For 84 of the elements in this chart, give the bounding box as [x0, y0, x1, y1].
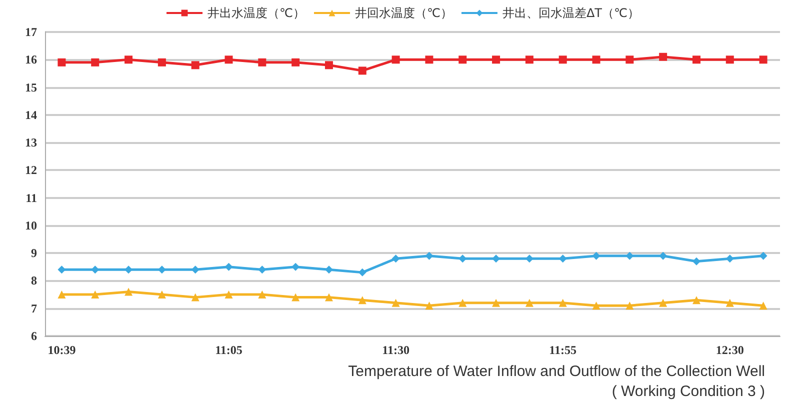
point — [191, 293, 200, 302]
point — [659, 252, 668, 260]
point — [692, 257, 700, 266]
x-tick-label: 11:05 — [215, 343, 242, 357]
point — [626, 302, 634, 310]
point — [91, 290, 100, 299]
point — [358, 268, 366, 276]
y-tick-label: 8 — [31, 274, 37, 288]
point — [726, 298, 734, 307]
legend-label: 井出水温度（℃） — [208, 6, 305, 20]
point — [759, 56, 768, 64]
point — [592, 252, 600, 260]
point — [425, 252, 434, 260]
x-tick-label: 11:30 — [382, 343, 410, 357]
y-tick-label: 10 — [25, 218, 37, 232]
point — [358, 296, 366, 304]
point — [158, 290, 166, 299]
point — [392, 298, 400, 307]
point — [91, 266, 100, 274]
y-tick-label: 6 — [31, 329, 37, 343]
point — [292, 293, 300, 302]
y-tick-label: 11 — [26, 190, 37, 205]
y-tick-label: 15 — [25, 80, 37, 94]
point — [592, 56, 600, 64]
point — [191, 61, 200, 70]
y-tick-label: 17 — [25, 25, 37, 39]
point — [726, 56, 734, 64]
y-tick-label: 13 — [25, 136, 37, 150]
point — [458, 298, 467, 307]
point — [392, 254, 400, 263]
y-tick-label: 16 — [25, 52, 37, 67]
point — [492, 56, 500, 64]
point — [626, 56, 634, 64]
point — [191, 266, 200, 274]
point — [558, 56, 567, 64]
x-tick-label: 11:55 — [549, 343, 577, 357]
point — [258, 290, 266, 299]
point — [258, 266, 266, 274]
point — [124, 288, 133, 296]
point — [558, 298, 567, 307]
point — [525, 56, 534, 64]
y-tick-label: 14 — [25, 108, 37, 122]
point — [659, 52, 668, 61]
y-tick-label: 9 — [31, 246, 37, 260]
y-tick-label: 12 — [25, 163, 37, 178]
point — [324, 61, 333, 70]
point — [558, 254, 567, 263]
point — [258, 58, 266, 66]
point — [58, 58, 66, 66]
point — [224, 262, 233, 271]
point — [425, 56, 434, 64]
point — [726, 254, 734, 263]
point — [525, 298, 534, 307]
point — [292, 58, 300, 66]
point — [659, 298, 668, 307]
text: ( Working Condition 3 ) — [612, 383, 766, 400]
point — [626, 252, 634, 260]
legend-label: 井回水温度（℃） — [354, 6, 452, 20]
x-tick-label: 12:30 — [716, 343, 744, 357]
point — [458, 254, 467, 263]
point — [425, 302, 434, 310]
point — [592, 302, 600, 310]
point — [759, 252, 768, 260]
point — [692, 296, 700, 304]
text: Temperature of Water Inflow and Outflow of the Collection Well — [348, 363, 765, 380]
x-tick-label: 10:39 — [48, 343, 76, 357]
point — [158, 58, 166, 66]
point — [324, 266, 333, 274]
point — [759, 302, 768, 310]
point — [91, 58, 100, 66]
point — [124, 56, 133, 64]
point — [324, 293, 333, 302]
y-tick-label: 7 — [31, 301, 37, 316]
point — [492, 298, 500, 307]
point — [224, 56, 233, 64]
point — [58, 266, 66, 274]
point — [458, 56, 467, 64]
point — [692, 56, 700, 64]
point — [58, 290, 66, 299]
point — [358, 66, 366, 75]
point — [392, 56, 400, 64]
point — [224, 290, 233, 299]
legend-label: 井出、回水温差ΔT（℃） — [502, 6, 640, 20]
point — [292, 262, 300, 271]
